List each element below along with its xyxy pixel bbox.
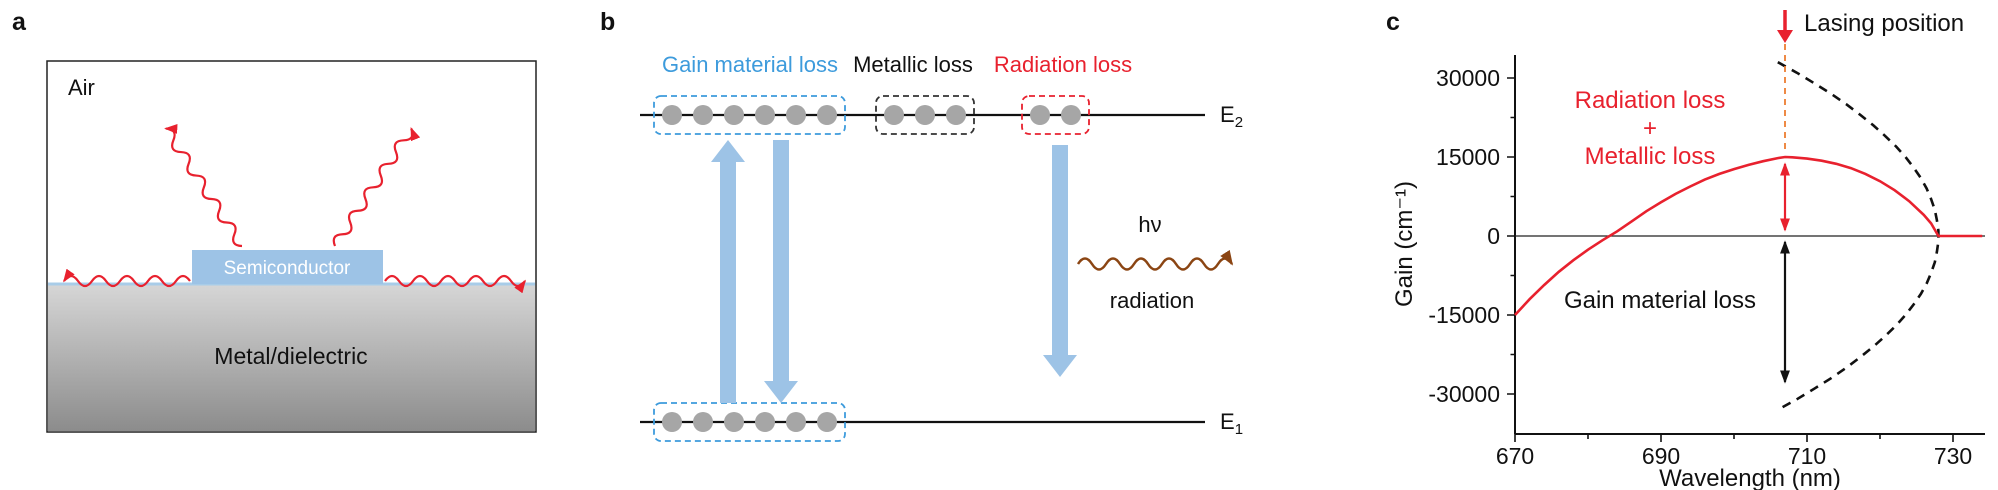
electron-dot [1061,105,1081,125]
metal-label: Metal/dielectric [214,343,367,369]
electron-dot [817,105,837,125]
electron-dot [724,105,744,125]
electron-dot [884,105,904,125]
ytick-label: 30000 [1436,65,1500,91]
surface-wave-left-icon [63,268,191,288]
ytick-label: 15000 [1436,144,1500,170]
lasing-arrowhead-icon [1777,30,1793,43]
ytick-label: -15000 [1428,302,1500,328]
electron-dot [755,105,775,125]
electron-dot [915,105,935,125]
electron-dot [755,412,775,432]
panel-c-label: c [1386,8,1400,36]
surface-wave-right-icon [384,274,526,294]
e1-label: E1 [1220,409,1243,438]
xtick-label: 690 [1642,443,1680,469]
electron-dot [817,412,837,432]
gain-material-loss-annotation: Gain material loss [1564,287,1756,314]
xtick-label: 670 [1496,443,1534,469]
radiation-loss-label: Radiation loss [994,52,1132,77]
radiation-loss-annotation: Radiation loss [1575,87,1726,114]
photon-wave-icon [1076,249,1234,271]
gain-loss-box-e1 [653,402,846,442]
photon-label: hν [1138,212,1161,237]
lasing-position-label: Lasing position [1804,10,1964,37]
axis-ticks [1507,77,1954,442]
radiation-wave-up-left-icon [164,124,243,248]
radiation-wave-up-right-icon [332,127,421,247]
ytick-label: -30000 [1428,381,1500,407]
panel-a-label: a [12,8,27,36]
y-axis-title: Gain (cm⁻¹) [1391,181,1418,307]
electron-dot [693,105,713,125]
electron-dot [724,412,744,432]
pump-up-arrow-icon [711,140,745,403]
e2-electrons [662,105,1081,125]
plus-annotation: + [1643,115,1657,142]
metallic-loss-box [875,95,975,135]
ytick-label: 0 [1487,223,1500,249]
electron-dot [786,412,806,432]
e2-label: E2 [1220,102,1243,131]
electron-dot [786,105,806,125]
panel-b-label: b [600,8,615,36]
air-label: Air [68,75,95,100]
electron-dot [693,412,713,432]
semiconductor-label: Semiconductor [224,258,351,279]
electron-dot [1030,105,1050,125]
radiation-label: radiation [1110,288,1194,313]
metallic-loss-annotation: Metallic loss [1585,143,1716,170]
electron-dot [946,105,966,125]
material-gain-curve [1514,155,1983,316]
radiation-loss-box [1021,95,1090,135]
metal-region [48,285,535,431]
stimulated-down-arrow-icon [764,140,798,403]
x-axis-title: Wavelength (nm) [1659,465,1841,490]
electron-dot [662,105,682,125]
panel-c: c 30000 15000 0 -15000 -30000 670 690 71… [1386,8,1985,490]
semiconductor-box [192,250,383,284]
panel-a: a Air Metal/dielectric Semiconductor [12,8,537,433]
gain-material-loss-label: Gain material loss [662,52,838,77]
xtick-label: 730 [1934,443,1972,469]
electron-dot [662,412,682,432]
radiative-down-arrow-icon [1043,145,1077,377]
xtick-label: 710 [1788,443,1826,469]
metallic-loss-label: Metallic loss [853,52,973,77]
panel-b: b Gain material loss Metallic loss Radia… [600,8,1243,442]
e1-electrons [662,412,837,432]
gain-loss-box-e2 [653,95,846,135]
